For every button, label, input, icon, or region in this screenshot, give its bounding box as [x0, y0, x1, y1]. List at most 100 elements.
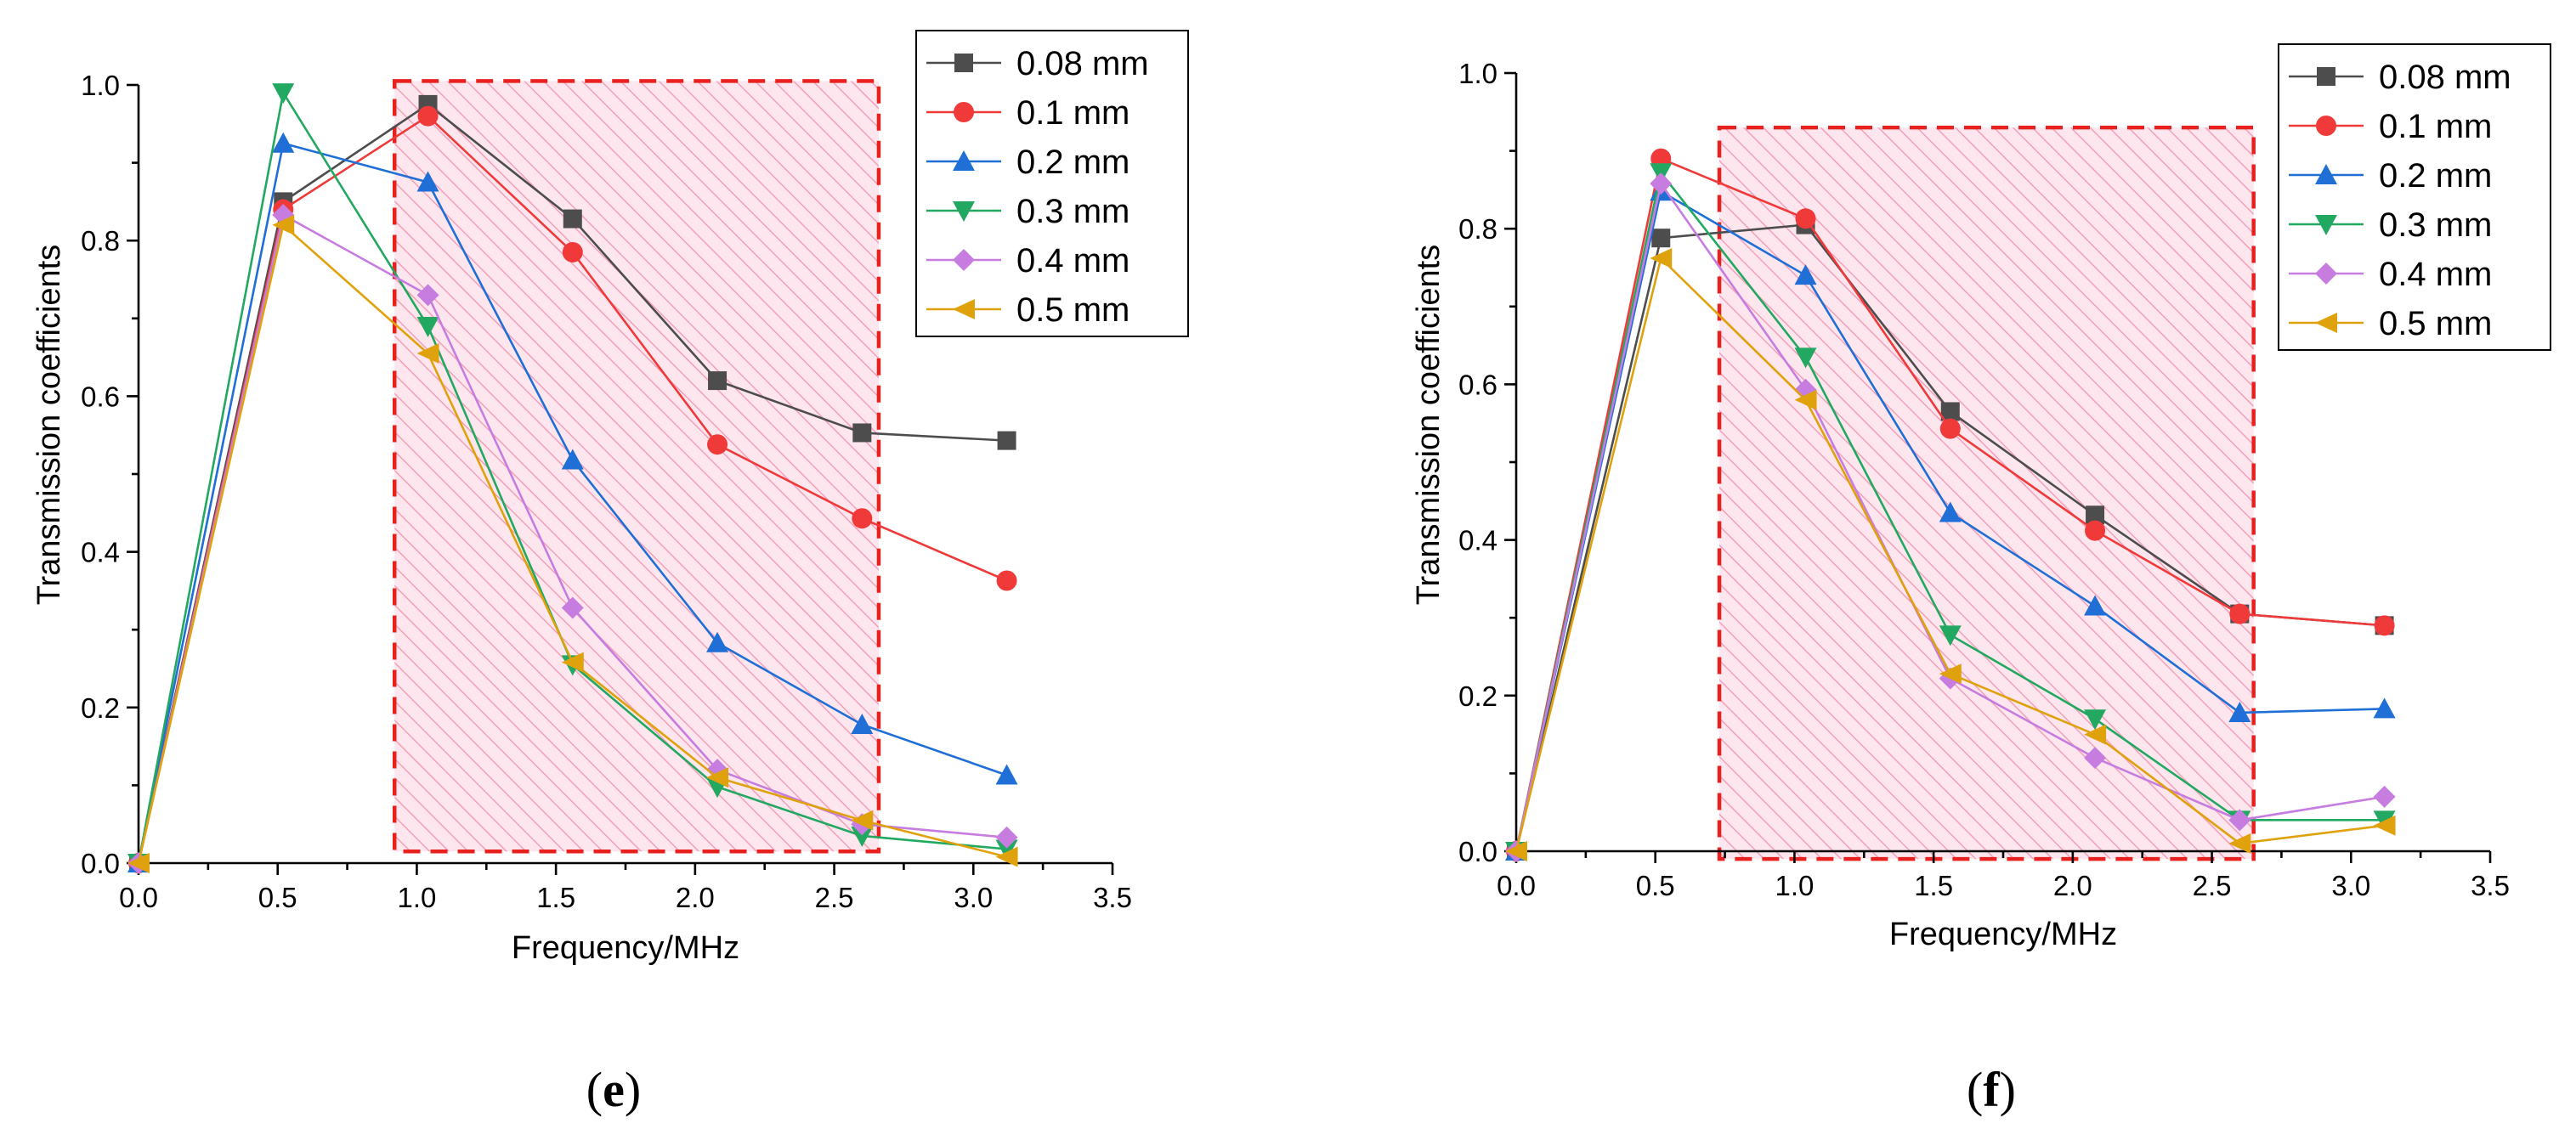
data-point — [561, 596, 584, 619]
series-5-group — [127, 214, 1018, 873]
data-point — [2086, 505, 2105, 525]
y-axis-title: Transmission coefficients — [31, 245, 67, 606]
legend-label: 0.08 mm — [2379, 59, 2511, 96]
data-point — [995, 764, 1018, 785]
series-5-group — [1505, 248, 2396, 861]
data-point — [707, 434, 728, 455]
data-point — [851, 713, 874, 734]
data-point — [416, 316, 439, 337]
series-1-group — [128, 105, 1017, 873]
data-point — [2374, 615, 2395, 636]
legend-label: 0.08 mm — [1016, 45, 1149, 82]
legend-label: 0.3 mm — [1016, 193, 1129, 230]
data-point — [272, 214, 295, 235]
legend-marker — [2315, 313, 2337, 333]
legend-label: 0.5 mm — [2379, 305, 2492, 342]
y-axis-title: Transmission coefficients — [1411, 245, 1447, 606]
data-point — [2085, 520, 2106, 541]
data-point — [1939, 663, 1962, 685]
legend-marker — [954, 54, 973, 72]
y-tick-label: 0.2 — [1458, 680, 1497, 712]
legend-marker — [954, 102, 974, 122]
data-point — [562, 241, 583, 263]
x-tick-label: 2.0 — [2053, 870, 2092, 901]
data-point — [851, 810, 874, 831]
x-tick-label: 1.5 — [536, 882, 575, 913]
y-tick-label: 1.0 — [1458, 58, 1497, 89]
legend-marker — [2317, 67, 2335, 86]
legend-box — [915, 30, 1189, 337]
x-tick-label: 1.0 — [397, 882, 436, 913]
data-point — [706, 767, 729, 788]
y-tick-label: 0.6 — [81, 381, 120, 412]
data-point — [563, 209, 582, 229]
x-axis-title: Frequency/MHz — [512, 930, 739, 966]
data-point — [272, 132, 295, 153]
legend-marker — [953, 249, 975, 271]
y-tick-label: 0.8 — [81, 225, 120, 257]
data-point — [2084, 747, 2107, 770]
legend-marker — [953, 201, 975, 222]
highlight-region-fill — [1719, 127, 2254, 860]
x-tick-label: 2.5 — [815, 882, 854, 913]
highlight-region-border — [1717, 125, 2256, 861]
data-point — [708, 371, 728, 391]
legend-marker — [2315, 215, 2337, 235]
legend: 0.08 mm 0.1 mm 0.2 mm 0.3 mm 0.4 mm 0.5 mm — [2278, 43, 2551, 351]
panel-label: (e) — [586, 1062, 641, 1117]
data-point — [706, 631, 729, 652]
legend-label: 0.4 mm — [1016, 242, 1129, 279]
data-point — [995, 839, 1018, 861]
x-tick-label: 2.5 — [2193, 870, 2232, 901]
data-point — [561, 652, 584, 673]
legend-marker — [2315, 263, 2337, 285]
y-tick-label: 0.4 — [1458, 525, 1497, 556]
data-point — [417, 105, 439, 127]
data-point — [1939, 501, 1962, 522]
data-point — [852, 423, 872, 443]
x-tick-label: 0.0 — [119, 882, 158, 913]
data-point — [1651, 229, 1671, 248]
data-point — [2084, 709, 2107, 731]
data-point — [416, 343, 439, 364]
y-tick-label: 0.0 — [1458, 836, 1497, 867]
x-tick-label: 0.5 — [258, 882, 297, 913]
data-point — [2229, 603, 2250, 624]
x-axis-title: Frequency/MHz — [1889, 917, 2117, 952]
data-point — [2084, 595, 2107, 616]
legend-marker — [953, 299, 975, 319]
data-point — [1795, 208, 1816, 229]
data-point — [852, 508, 873, 529]
x-tick-label: 3.5 — [1093, 882, 1132, 913]
data-point — [996, 570, 1017, 591]
x-tick-label: 1.5 — [1914, 870, 1953, 901]
data-point — [561, 449, 584, 470]
data-point — [2373, 697, 2396, 719]
data-point — [1940, 402, 1960, 421]
x-tick-label: 0.5 — [1636, 870, 1675, 901]
y-tick-label: 0.6 — [1458, 369, 1497, 400]
legend-label: 0.5 mm — [1016, 291, 1129, 329]
y-tick-label: 0.2 — [81, 692, 120, 724]
data-point — [851, 826, 874, 847]
data-point — [1505, 841, 1527, 861]
data-point — [2373, 785, 2396, 808]
data-point — [1939, 625, 1962, 646]
legend-label: 0.2 mm — [2379, 157, 2492, 195]
legend-label: 0.3 mm — [2379, 206, 2492, 244]
data-point — [1794, 347, 1817, 369]
y-tick-label: 0.8 — [1458, 213, 1497, 245]
y-tick-label: 1.0 — [81, 70, 120, 101]
x-tick-label: 3.0 — [2331, 870, 2370, 901]
x-tick-label: 1.0 — [1775, 870, 1814, 901]
data-point — [127, 853, 150, 873]
data-point — [1650, 248, 1673, 269]
data-point — [997, 431, 1016, 450]
data-point — [1794, 389, 1817, 410]
data-point — [416, 284, 439, 307]
highlight-region-border — [392, 79, 881, 854]
highlight-region-fill — [394, 81, 879, 852]
series-2-group — [127, 132, 1018, 872]
legend-label: 0.4 mm — [2379, 256, 2492, 293]
